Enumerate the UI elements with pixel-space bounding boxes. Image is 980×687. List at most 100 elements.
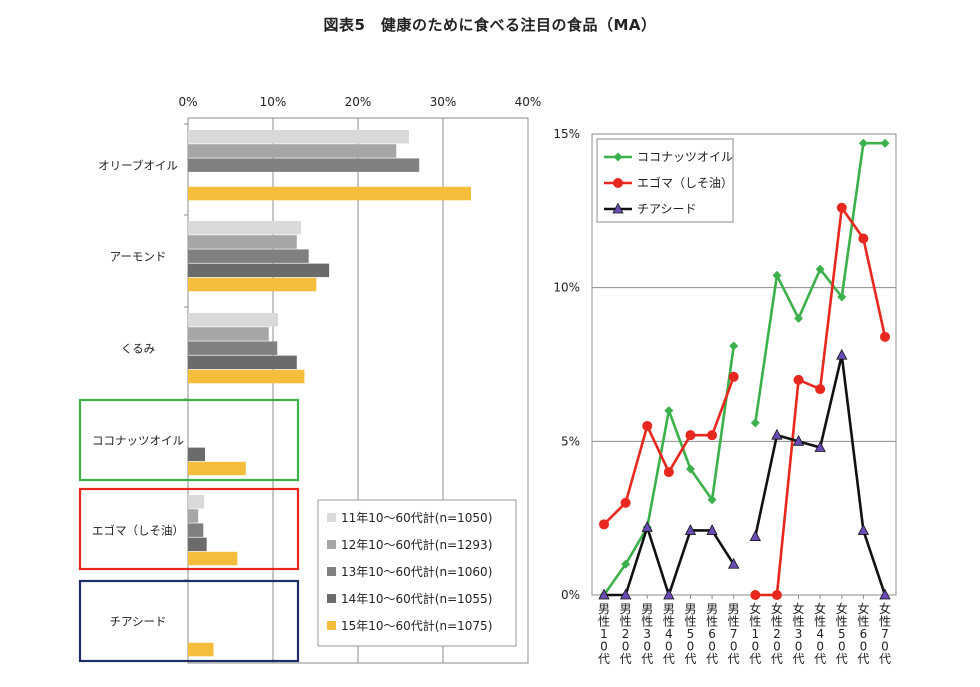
- right-x-tick-label: 女性 4 0 代: [814, 601, 826, 666]
- right-legend-label: エゴマ（しそ油）: [637, 175, 733, 190]
- left-bar: [188, 369, 305, 384]
- left-legend-swatch: [327, 540, 336, 549]
- right-x-tick-label: 女性 5 0 代: [836, 601, 848, 666]
- left-bar: [188, 341, 278, 355]
- line-point-marker: [836, 348, 848, 360]
- left-legend-label: 15年10～60代計(n=1075): [341, 618, 492, 633]
- line-point-marker: [750, 590, 761, 600]
- line-point-marker: [619, 588, 632, 600]
- left-bar: [188, 447, 205, 462]
- left-bar: [188, 523, 204, 537]
- line-point-marker: [880, 331, 890, 342]
- right-x-tick-label: 男性 4 0 代: [663, 602, 675, 666]
- left-bar: [188, 642, 214, 657]
- left-x-tick-label: 0%: [178, 95, 197, 109]
- right-x-tick-label: 男性 1 0 代: [598, 602, 610, 666]
- left-x-tick-label: 20%: [345, 95, 372, 109]
- left-bars: [188, 130, 472, 657]
- left-bar: [188, 186, 472, 201]
- left-bar: [188, 509, 199, 523]
- right-legend-label: チアシード: [637, 202, 697, 216]
- right-plot-frame: [591, 133, 897, 596]
- left-category-label: チアシード: [109, 615, 166, 629]
- left-legend-swatch: [327, 621, 336, 630]
- chart-title: 図表5 健康のために食べる注目の食品（MA）: [323, 16, 657, 34]
- left-x-tick-label: 10%: [260, 95, 287, 109]
- line-point-marker: [707, 430, 718, 441]
- line-point-marker: [620, 497, 631, 508]
- line-point-marker: [728, 371, 739, 382]
- line-point-marker: [792, 434, 805, 446]
- line-point-marker: [749, 530, 761, 542]
- series-line: [755, 206, 887, 597]
- line-point-marker: [815, 264, 825, 274]
- left-bar: [188, 461, 246, 476]
- left-bar: [188, 158, 420, 172]
- line-point-marker: [836, 202, 847, 213]
- series-line: [754, 353, 887, 596]
- left-x-tick-labels: 0% 10% 20% 30% 40%: [178, 95, 541, 109]
- left-bar-chart: 0% 10% 20% 30% 40% オリーブオイルアーモンドくるみココナッツオイルエゴ…: [78, 95, 541, 664]
- left-legend-box: [317, 499, 517, 647]
- left-bar: [188, 144, 397, 158]
- line-point-marker: [729, 341, 739, 351]
- right-y-tick-label: 5%: [561, 434, 580, 448]
- right-x-tick-labels: 男性 1 0 代男性 2 0 代男性 3 0 代男性 4 0 代男性 5 0 代男性 6 0 代男性 7 0 代女性 1 0 代…: [598, 601, 891, 666]
- line-point-marker: [684, 524, 697, 535]
- line-point-marker: [771, 428, 783, 440]
- left-category-label: アーモンド: [110, 250, 167, 264]
- left-bar: [188, 313, 279, 327]
- line-point-marker: [880, 138, 890, 148]
- line-point-marker: [641, 521, 653, 532]
- left-bar: [188, 249, 309, 263]
- line-point-marker: [879, 588, 891, 600]
- left-legend-label: 13年10～60代計(n=1060): [341, 564, 492, 579]
- line-point-marker: [621, 559, 631, 569]
- right-x-tick-label: 女性 2 0 代: [771, 601, 783, 666]
- line-point-marker: [837, 292, 847, 302]
- line-point-marker: [772, 270, 782, 280]
- line-point-marker: [706, 524, 718, 535]
- series-line: [603, 376, 735, 526]
- left-bar: [188, 495, 205, 509]
- left-legend-swatch: [327, 594, 336, 603]
- line-point-marker: [857, 524, 870, 535]
- line-point-marker: [612, 202, 624, 214]
- highlight-boxes: [78, 398, 300, 663]
- left-category-label: エゴマ（しそ油）: [92, 524, 184, 538]
- line-point-marker: [599, 519, 609, 530]
- line-point-marker: [598, 588, 610, 600]
- line-point-marker: [663, 467, 674, 478]
- left-x-tick-label: 40%: [515, 95, 542, 109]
- right-x-tick-label: 男性 3 0 代: [641, 602, 653, 666]
- left-x-tick-label: 30%: [430, 95, 457, 109]
- left-category-label: オリーブオイル: [98, 159, 178, 173]
- left-legend: 11年10～60代計(n=1050) 12年10～60代計(n=1293) 13年1…: [317, 499, 517, 647]
- left-bar: [188, 130, 409, 144]
- line-point-marker: [599, 590, 609, 600]
- left-category-label: ココナッツオイル: [92, 434, 184, 448]
- series-line: [604, 526, 735, 597]
- right-lines: [598, 138, 891, 600]
- right-x-tick-label: 男性 5 0 代: [684, 602, 696, 666]
- left-bar: [188, 355, 297, 370]
- left-bar: [188, 263, 330, 278]
- highlight-box: [78, 398, 300, 482]
- line-point-marker: [613, 152, 623, 162]
- left-legend-swatch: [327, 567, 336, 576]
- left-grid: [184, 117, 529, 664]
- line-point-marker: [685, 464, 695, 474]
- line-point-marker: [663, 588, 675, 600]
- right-x-tick-label: 男性 7 0 代: [728, 602, 740, 666]
- right-legend-box: [596, 138, 734, 223]
- left-legend-label: 11年10～60代計(n=1050): [341, 510, 492, 525]
- left-bar: [188, 235, 297, 249]
- line-point-marker: [750, 418, 760, 428]
- line-point-marker: [707, 495, 717, 505]
- line-point-marker: [642, 420, 653, 431]
- left-bar: [188, 537, 207, 552]
- series-line: [602, 345, 735, 596]
- right-x-tick-label: 女性 7 0 代: [879, 601, 891, 666]
- right-x-tick-label: 女性 1 0 代: [749, 601, 761, 666]
